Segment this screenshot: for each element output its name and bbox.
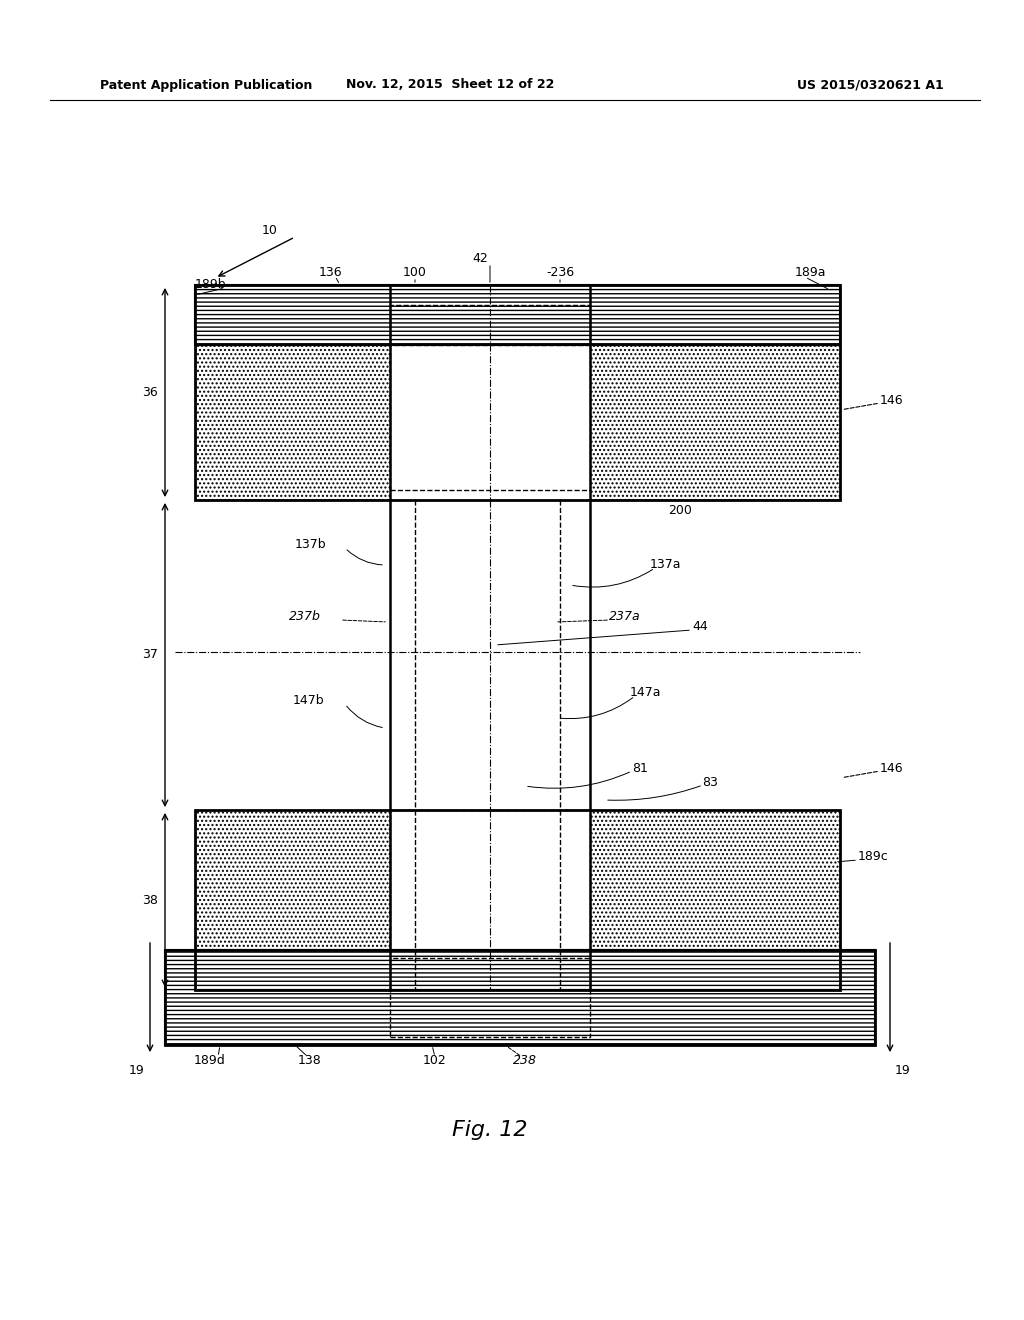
Text: 138: 138 xyxy=(298,1053,322,1067)
Text: 237a: 237a xyxy=(609,610,641,623)
Bar xyxy=(195,285,840,500)
Text: 189d: 189d xyxy=(195,1053,226,1067)
Text: 100: 100 xyxy=(403,265,427,279)
Text: 200: 200 xyxy=(668,503,692,516)
Text: -236: -236 xyxy=(546,265,574,279)
Text: Patent Application Publication: Patent Application Publication xyxy=(100,78,312,91)
Text: 137a: 137a xyxy=(649,558,681,572)
Text: 44: 44 xyxy=(692,620,708,634)
Text: 146: 146 xyxy=(880,393,903,407)
Text: 137b: 137b xyxy=(294,539,326,552)
Text: 189c: 189c xyxy=(858,850,889,863)
Text: 19: 19 xyxy=(129,1064,144,1077)
Text: Fig. 12: Fig. 12 xyxy=(453,1119,527,1140)
Bar xyxy=(390,305,590,490)
Text: 147b: 147b xyxy=(292,693,324,706)
Bar xyxy=(165,950,874,1045)
Bar xyxy=(195,345,390,500)
Text: 19: 19 xyxy=(895,1064,911,1077)
Text: 38: 38 xyxy=(142,894,158,907)
Bar xyxy=(590,345,840,500)
Bar xyxy=(165,950,874,1045)
Text: US 2015/0320621 A1: US 2015/0320621 A1 xyxy=(797,78,943,91)
Text: 10: 10 xyxy=(262,223,278,236)
Text: Nov. 12, 2015  Sheet 12 of 22: Nov. 12, 2015 Sheet 12 of 22 xyxy=(346,78,554,91)
Text: 36: 36 xyxy=(142,385,158,399)
Bar xyxy=(195,810,390,950)
Bar xyxy=(390,810,590,950)
Text: 136: 136 xyxy=(318,265,342,279)
Bar xyxy=(195,285,840,345)
Text: 237b: 237b xyxy=(289,610,321,623)
Text: 146: 146 xyxy=(880,762,903,775)
Text: 37: 37 xyxy=(142,648,158,661)
Bar xyxy=(590,810,840,950)
Text: 83: 83 xyxy=(702,776,718,788)
Text: 42: 42 xyxy=(472,252,487,264)
Text: 238: 238 xyxy=(513,1053,537,1067)
Text: 189b: 189b xyxy=(195,279,226,292)
Bar xyxy=(195,810,840,990)
Text: 189a: 189a xyxy=(795,265,825,279)
Text: 147a: 147a xyxy=(630,686,660,700)
Text: 81: 81 xyxy=(632,762,648,775)
Text: 102: 102 xyxy=(423,1053,446,1067)
Bar xyxy=(390,958,590,1038)
